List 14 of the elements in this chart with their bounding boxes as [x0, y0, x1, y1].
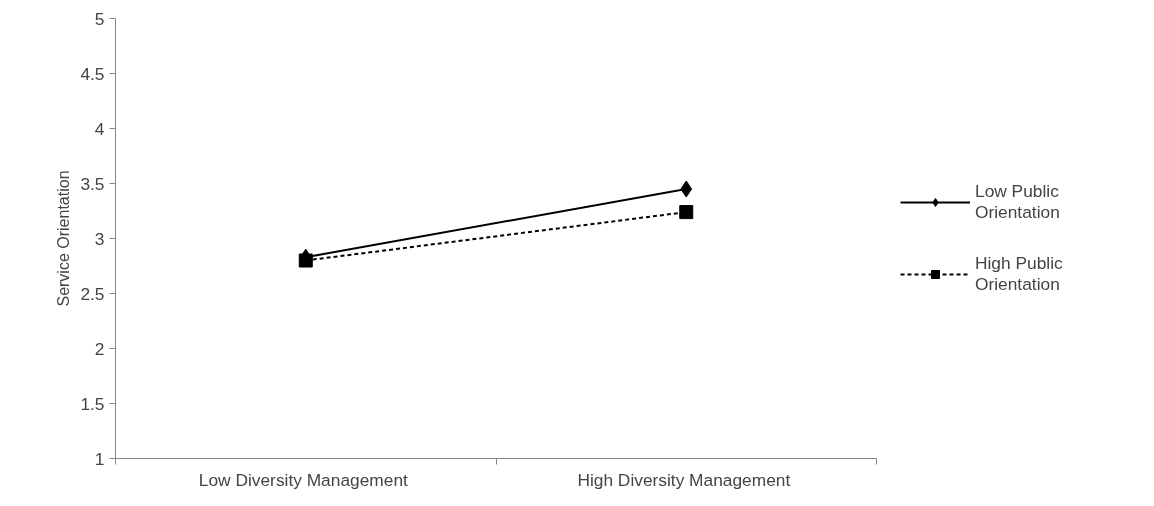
y-tick-label: 4.5: [80, 63, 105, 84]
y-tick-label: 5: [94, 8, 105, 29]
y-tick-label: 2.5: [80, 283, 105, 304]
legend-label: Low Public Orientation: [975, 181, 1060, 223]
y-tick-label: 2: [94, 338, 105, 359]
y-tick-label: 1.5: [80, 393, 105, 414]
y-tick-label: 3.5: [80, 173, 105, 194]
y-axis-title: Service Orientation: [55, 170, 73, 307]
y-tick-label: 4: [94, 118, 105, 139]
y-tick-label: 3: [94, 228, 105, 249]
y-tick-label: 1: [94, 448, 105, 469]
x-tick-label: Low Diversity Management: [198, 469, 409, 490]
legend-label: High Public Orientation: [975, 253, 1063, 295]
x-tick-label: High Diversity Management: [577, 469, 791, 490]
